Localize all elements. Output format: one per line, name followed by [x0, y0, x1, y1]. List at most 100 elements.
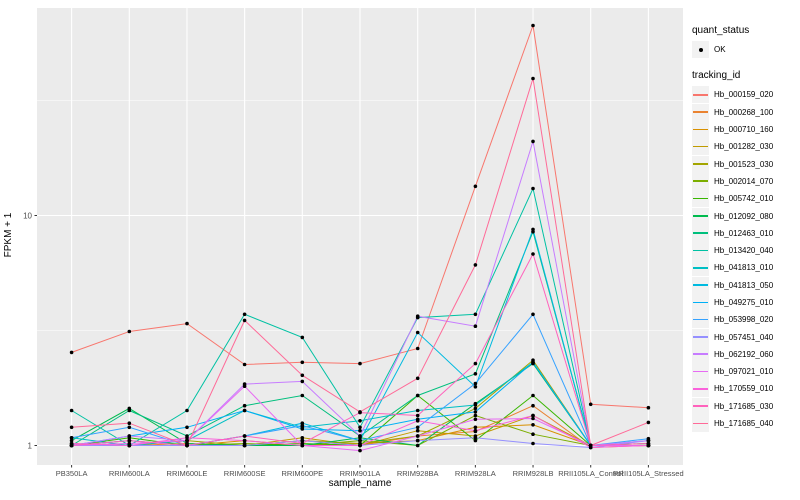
- data-point: [531, 23, 535, 28]
- line-key-icon: [692, 294, 709, 311]
- data-point: [473, 403, 478, 407]
- legend-item: Hb_057451_040: [692, 328, 798, 346]
- line-key-icon: [692, 138, 709, 156]
- data-point: [69, 436, 74, 440]
- y-tick-label: 1: [28, 442, 33, 451]
- line-key-icon: [692, 415, 709, 433]
- legend-item: Hb_049275_010: [692, 294, 798, 311]
- data-point: [531, 432, 535, 437]
- data-point: [473, 361, 478, 366]
- data-point: [242, 443, 247, 448]
- legend-item: Hb_001523_030: [692, 155, 798, 173]
- line-key-icon: [692, 328, 709, 346]
- legend-item-ok: OK: [692, 41, 798, 59]
- data-point: [300, 436, 305, 440]
- legend-item-label: Hb_000268_100: [714, 107, 774, 117]
- data-point: [300, 423, 305, 428]
- data-point: [358, 448, 362, 453]
- data-point: [473, 184, 478, 189]
- data-point: [358, 410, 362, 414]
- legend-quant-status-title: quant_status: [692, 25, 750, 36]
- data-point: [358, 428, 362, 433]
- data-point: [300, 379, 305, 384]
- x-tick-label: RRIM600LE: [167, 469, 208, 478]
- line-key-icon: [692, 276, 709, 294]
- line-key-icon: [692, 121, 709, 139]
- line-key-icon: [692, 259, 709, 277]
- line-key-icon: [692, 103, 709, 121]
- data-point: [300, 373, 305, 378]
- legend-item: Hb_000710_160: [692, 121, 798, 139]
- line-key-icon: [692, 242, 709, 260]
- data-point: [300, 335, 305, 340]
- legend-item: Hb_000159_020: [692, 86, 798, 104]
- data-point: [127, 438, 132, 443]
- data-point: [473, 436, 478, 440]
- legend-item: Hb_002014_070: [692, 172, 798, 190]
- data-point: [473, 385, 478, 389]
- data-point: [127, 408, 132, 413]
- legend-item-label: Hb_012092_080: [714, 211, 774, 221]
- data-point: [300, 441, 305, 446]
- data-point: [242, 408, 247, 413]
- data-point: [473, 381, 478, 386]
- x-tick-label: RRIM600PE: [281, 469, 323, 478]
- data-point: [185, 438, 189, 443]
- data-point: [415, 413, 420, 418]
- legend-item: Hb_170559_010: [692, 380, 798, 398]
- data-point: [473, 425, 478, 430]
- legend-item-label: Hb_062192_060: [714, 349, 774, 359]
- data-point: [185, 436, 189, 440]
- data-point: [531, 416, 535, 421]
- data-point: [473, 372, 478, 376]
- data-point: [531, 76, 535, 81]
- legend-item: Hb_171685_040: [692, 415, 798, 433]
- data-point: [69, 443, 74, 448]
- data-point: [358, 443, 362, 448]
- data-point: [415, 330, 420, 335]
- data-point: [531, 252, 535, 256]
- data-point: [242, 434, 247, 438]
- data-point: [646, 441, 651, 446]
- data-point: [473, 312, 478, 317]
- data-point: [185, 443, 189, 448]
- data-point: [69, 425, 74, 430]
- legend-item: Hb_001282_030: [692, 138, 798, 156]
- x-tick-label: RRIM928LB: [513, 469, 554, 478]
- data-point: [300, 360, 305, 365]
- data-point: [415, 419, 420, 423]
- line-key-icon: [692, 380, 709, 398]
- legend-item: Hb_012463_010: [692, 224, 798, 242]
- data-point: [588, 402, 593, 407]
- x-tick-label: RRIM901LA: [340, 469, 381, 478]
- data-point: [300, 393, 305, 398]
- line-key-icon: [692, 86, 709, 104]
- data-point: [300, 427, 305, 431]
- point-key-icon: [692, 41, 709, 59]
- legend-item-label: Hb_041813_050: [714, 280, 774, 290]
- legend-item-label: OK: [714, 45, 726, 55]
- line-key-icon: [692, 345, 709, 363]
- data-point: [415, 346, 420, 351]
- legend-item: Hb_171685_030: [692, 397, 798, 415]
- x-tick-label: RRII105LA_Control: [558, 469, 623, 478]
- legend-item-label: Hb_171685_040: [714, 419, 774, 429]
- data-point: [127, 329, 132, 334]
- data-point: [415, 443, 420, 448]
- line-key-icon: [692, 397, 709, 415]
- data-point: [473, 438, 478, 443]
- data-point: [242, 438, 247, 443]
- x-tick-label: RRIM928BA: [397, 469, 439, 478]
- data-point: [69, 438, 74, 443]
- legend-item-label: Hb_171685_030: [714, 401, 774, 411]
- data-point: [358, 419, 362, 423]
- data-point: [473, 406, 478, 411]
- data-point: [473, 417, 478, 422]
- line-key-icon: [692, 207, 709, 225]
- x-axis-title: sample_name: [328, 478, 392, 489]
- data-point: [415, 428, 420, 433]
- x-tick-label: RRIM600LA: [109, 469, 150, 478]
- data-point: [358, 361, 362, 366]
- data-point: [531, 186, 535, 191]
- data-point: [473, 428, 478, 433]
